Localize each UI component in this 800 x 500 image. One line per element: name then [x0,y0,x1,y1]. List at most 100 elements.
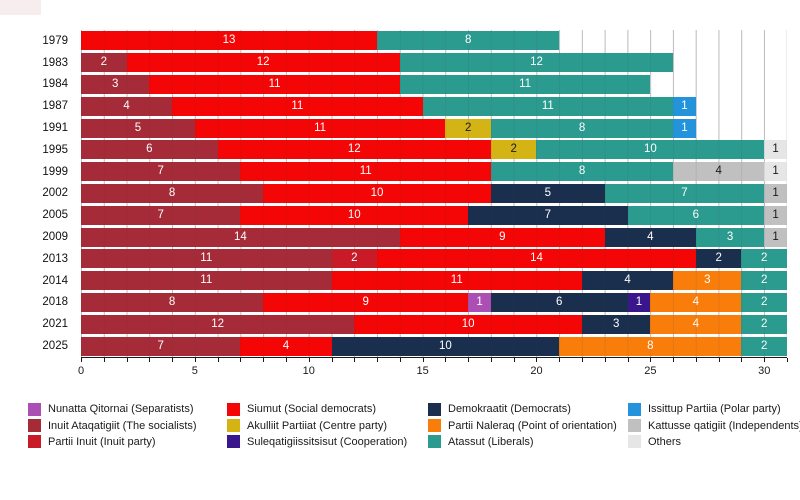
segment-kattusse_qatigiit-1999: 4 [673,162,765,182]
segment-inuit_ataqatigiit-1983: 2 [81,53,127,73]
segment-siumut-2005: 10 [240,205,469,225]
segment-kattusse_qatigiit-2009: 1 [764,227,787,247]
segment-kattusse_qatigiit-2005: 1 [764,205,787,225]
segment-others-1999: 1 [764,162,787,182]
x-tick-16 [445,358,447,362]
legend-swatch-nunatta_qitornai [28,402,41,416]
legend-label-inuit_ataqatigiit: Inuit Ataqatigiit (The socialists) [48,419,197,432]
x-tick-5 [194,358,196,362]
x-tick-label-30: 30 [758,365,771,377]
legend-swatch-suleqatigiissitsisut [227,435,240,449]
segment-siumut-2013: 14 [377,249,696,269]
legend-item-others: Others [628,434,800,450]
legend-item-suleqatigiissitsisut: Suleqatigiissitsisut (Cooperation) [227,434,407,450]
x-tick-label-10: 10 [302,365,315,377]
legend-label-suleqatigiissitsisut: Suleqatigiissitsisut (Cooperation) [247,435,408,448]
legend-swatch-siumut [227,402,240,416]
legend-item-atassut: Atassut (Liberals) [428,434,617,450]
segment-inuit_ataqatigiit-2025: 7 [81,336,241,356]
legend-item-demokraatit: Demokraatit (Democrats) [428,401,617,417]
plot-area: 13 8 2 12 12 3 11 11 4 11 11 1 5 11 2 8 1 6 12 2 10 1 7 11 8 4 1 8 1… [81,30,787,357]
x-tick-3 [149,358,151,362]
segment-inuit_ataqatigiit-2009: 14 [81,227,400,247]
x-tick-29 [741,358,743,362]
segment-demokraatit-2014: 4 [582,271,674,291]
x-tick-label-20: 20 [530,365,543,377]
legend-label-others: Others [648,435,682,448]
segment-siumut-2009: 9 [399,227,605,247]
year-label-2002: 2002 [42,187,68,200]
segment-inuit_ataqatigiit-2005: 7 [81,205,241,225]
legend-label-siumut: Siumut (Social democrats) [247,403,376,416]
segment-siumut-1984: 11 [149,74,400,94]
segment-atassut-2014: 2 [741,271,787,291]
segment-inuit_ataqatigiit-2018: 8 [81,292,264,312]
year-label-2021: 2021 [42,318,68,331]
segment-atassut-1984: 11 [399,74,651,94]
x-tick-11 [331,358,333,362]
segment-inuit_ataqatigiit-2013: 11 [81,249,332,269]
legend-item-partii_inuit: Partii Inuit (Inuit party) [28,434,197,450]
legend-column-4: Issittup Partiia (Polar party) Kattusse q… [628,401,800,450]
legend-swatch-demokraatit [428,402,441,416]
segment-atassut-2018: 2 [741,292,787,312]
segment-akulliit_partiiat-1991: 2 [445,118,491,138]
legend-swatch-kattusse_qatigiit [628,419,641,433]
year-label-1983: 1983 [42,56,68,69]
segment-siumut-1991: 11 [194,118,446,138]
segment-siumut-1995: 12 [217,140,491,160]
segment-siumut-1999: 11 [240,162,491,182]
bar-row-1987: 4 11 11 1 [81,95,787,117]
x-tick-18 [490,358,492,362]
year-label-2013: 2013 [42,252,68,265]
x-tick-13 [377,358,379,362]
legend-label-akulliit_partiiat: Akulliit Partiiat (Centre party) [247,419,387,432]
segment-demokraatit-2013: 2 [695,249,742,269]
legend-swatch-inuit_ataqatigiit [28,419,41,433]
legend-item-inuit_ataqatigiit: Inuit Ataqatigiit (The socialists) [28,417,197,433]
segment-siumut-1987: 11 [172,96,423,116]
segment-atassut-1995: 10 [536,140,765,160]
segment-atassut-2013: 2 [741,249,787,269]
segment-demokraatit-2009: 4 [604,227,696,247]
segment-inuit_ataqatigiit-1991: 5 [81,118,195,138]
bar-row-2021: 12 10 3 4 2 [81,313,787,335]
legend-swatch-others [628,435,641,449]
top-left-artifact [0,0,41,15]
x-tick-15 [422,358,424,362]
bar-row-2013: 11 2 14 2 2 [81,248,787,270]
segment-akulliit_partiiat-1995: 2 [490,140,537,160]
x-tick-1 [103,358,105,362]
segment-suleqatigiissitsisut-2018: 1 [627,292,651,312]
segment-demokraatit-2021: 3 [582,314,651,334]
bar-row-2014: 11 11 4 3 2 [81,270,787,292]
x-tick-label-15: 15 [416,365,429,377]
x-tick-12 [354,358,356,362]
legend-swatch-akulliit_partiiat [227,419,240,433]
bar-row-1984: 3 11 11 [81,74,787,96]
year-label-1987: 1987 [42,100,68,113]
segment-siumut-2025: 4 [240,336,332,356]
year-label-1999: 1999 [42,165,68,178]
segment-atassut-2002: 7 [604,183,765,203]
x-tick-label-25: 25 [644,365,657,377]
year-label-2014: 2014 [42,274,68,287]
x-tick-0 [81,358,82,362]
year-label-2018: 2018 [42,296,68,309]
segment-inuit_ataqatigiit-1984: 3 [81,74,150,94]
segment-partii_inuit-2013: 2 [331,249,378,269]
segment-atassut-1987: 11 [422,96,674,116]
segment-atassut-1983: 12 [399,53,674,73]
x-tick-21 [559,358,561,362]
segment-inuit_ataqatigiit-2014: 11 [81,271,332,291]
x-tick-24 [627,358,629,362]
year-label-1984: 1984 [42,78,68,91]
legend-column-3: Demokraatit (Democrats) Partii Naleraq (P… [428,401,617,450]
legend-label-nunatta_qitornai: Nunatta Qitornai (Separatists) [48,403,194,416]
x-tick-30 [764,358,766,362]
year-label-1991: 1991 [42,122,68,135]
x-tick-26 [673,358,675,362]
segment-inuit_ataqatigiit-2002: 8 [81,183,264,203]
